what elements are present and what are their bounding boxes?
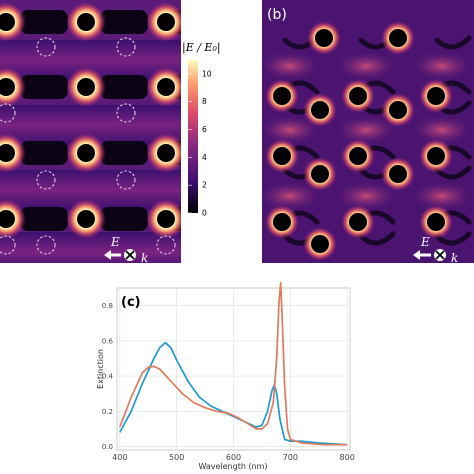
e-vector-label-b: E — [420, 235, 430, 249]
x-tick-label: 800 — [340, 453, 355, 462]
colorbar-tick-label: 4 — [202, 153, 207, 162]
panel-a-field-map: E k — [0, 0, 181, 265]
e-vector-label-a: E — [110, 235, 120, 249]
x-tick-labels: 400 500 600 700 800 — [112, 453, 355, 462]
colorbar-tick-label: 2 — [202, 181, 207, 190]
panel-a-dashed-circles — [0, 37, 176, 255]
colorbar-tick-label: 8 — [202, 97, 207, 106]
colorbar-tick-label: 10 — [202, 69, 212, 78]
x-tick-label: 700 — [283, 453, 298, 462]
panel-b-nodal-lines — [282, 35, 472, 246]
colorbar-ticks: 10 8 6 4 2 0 — [188, 69, 212, 218]
panel-b-label: (b) — [267, 7, 287, 23]
y-axis-label: Extinction — [96, 349, 105, 389]
colorbar-title: |E / E₀| — [182, 41, 221, 55]
panel-c-chart: 400 500 600 700 800 0.0 0.2 0.4 0.6 0.8 Waveleng… — [96, 281, 355, 471]
colorbar: |E / E₀| 10 8 6 4 2 0 — [182, 41, 221, 218]
panel-a-particles — [0, 2, 181, 239]
panel-b-particles — [265, 21, 453, 261]
colorbar-tick-label: 0 — [202, 209, 207, 218]
x-tick-label: 500 — [169, 453, 184, 462]
panel-b-field-map: (b) E k — [262, 0, 474, 265]
x-axis-label: Wavelength (nm) — [198, 462, 267, 471]
panel-b-field-annotation: E k — [413, 235, 458, 265]
panel-a-field-annotation: E k — [104, 235, 148, 265]
colorbar-tick-label: 6 — [202, 125, 207, 134]
y-tick-labels: 0.0 0.2 0.4 0.6 0.8 — [102, 302, 114, 451]
y-tick-label: 0.0 — [102, 443, 113, 451]
panel-b-hotspots — [262, 52, 472, 210]
x-tick-label: 600 — [226, 453, 241, 462]
k-vector-label-a: k — [141, 251, 148, 265]
chart-series — [119, 281, 348, 446]
chart-grid — [117, 288, 350, 450]
y-tick-label: 0.8 — [102, 302, 113, 310]
y-tick-label: 0.4 — [102, 373, 114, 381]
colorbar-gradient — [188, 60, 198, 213]
series-line-2 — [119, 281, 348, 446]
k-vector-label-b: k — [451, 251, 458, 265]
y-tick-label: 0.2 — [102, 408, 113, 416]
panel-c-label: (c) — [121, 295, 141, 310]
x-tick-label: 400 — [112, 453, 127, 462]
y-tick-label: 0.6 — [102, 337, 114, 345]
